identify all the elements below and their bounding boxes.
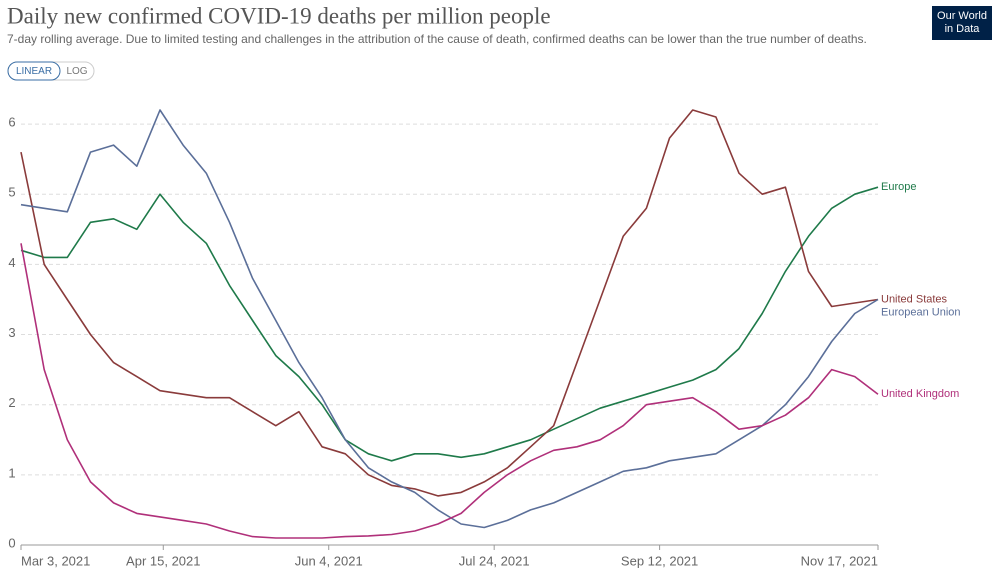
y-tick-label: 4 xyxy=(8,255,15,270)
chart-subtitle: 7-day rolling average. Due to limited te… xyxy=(7,32,867,46)
y-tick-label: 6 xyxy=(8,115,15,130)
x-tick-label: Mar 3, 2021 xyxy=(21,553,90,568)
logo-box[interactable] xyxy=(932,6,992,40)
series-label: Europe xyxy=(881,181,916,193)
series-line xyxy=(20,186,879,462)
logo-text: Our World xyxy=(937,10,987,22)
scale-button-label[interactable]: LINEAR xyxy=(16,66,52,77)
logo-text: in Data xyxy=(945,23,981,35)
x-tick-label: Jun 4, 2021 xyxy=(295,553,363,568)
series-label: European Union xyxy=(881,306,961,318)
y-tick-label: 1 xyxy=(8,465,15,480)
x-tick-label: Jul 24, 2021 xyxy=(459,553,530,568)
x-tick-label: Sep 12, 2021 xyxy=(621,553,698,568)
x-tick-label: Apr 15, 2021 xyxy=(126,553,200,568)
y-tick-label: 3 xyxy=(8,325,15,340)
y-tick-label: 0 xyxy=(8,535,15,550)
series-line xyxy=(20,109,879,497)
chart-title: Daily new confirmed COVID-19 deaths per … xyxy=(7,3,551,28)
y-tick-label: 2 xyxy=(8,395,15,410)
y-tick-label: 5 xyxy=(8,185,15,200)
scale-button-label[interactable]: LOG xyxy=(66,66,87,77)
scale-button[interactable] xyxy=(7,61,61,81)
x-tick-label: Nov 17, 2021 xyxy=(801,553,878,568)
series-line xyxy=(20,243,879,539)
series-label: United States xyxy=(881,293,948,305)
series-line xyxy=(20,109,879,529)
series-label: United Kingdom xyxy=(881,388,959,400)
